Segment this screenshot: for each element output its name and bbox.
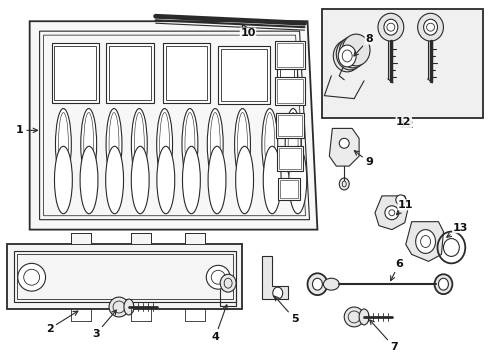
Ellipse shape bbox=[307, 273, 326, 295]
Text: 8: 8 bbox=[353, 34, 372, 56]
Bar bbox=[71, 233, 91, 244]
Polygon shape bbox=[325, 96, 356, 111]
Polygon shape bbox=[276, 146, 302, 171]
Polygon shape bbox=[218, 46, 269, 104]
Text: 4: 4 bbox=[211, 305, 227, 342]
Ellipse shape bbox=[423, 19, 437, 35]
Text: 12: 12 bbox=[398, 121, 414, 130]
Ellipse shape bbox=[262, 109, 277, 180]
Ellipse shape bbox=[438, 278, 447, 290]
Bar bbox=[131, 233, 150, 244]
Ellipse shape bbox=[344, 307, 364, 327]
Ellipse shape bbox=[395, 195, 405, 205]
Text: 2: 2 bbox=[45, 311, 78, 334]
Text: 3: 3 bbox=[92, 310, 116, 339]
Ellipse shape bbox=[272, 287, 282, 299]
Bar bbox=[322, 9, 482, 118]
Text: 6: 6 bbox=[390, 259, 402, 280]
Polygon shape bbox=[262, 256, 287, 299]
Polygon shape bbox=[276, 49, 296, 104]
Ellipse shape bbox=[220, 274, 236, 292]
Ellipse shape bbox=[156, 109, 172, 180]
Text: 10: 10 bbox=[240, 24, 255, 38]
Ellipse shape bbox=[182, 146, 200, 214]
Ellipse shape bbox=[443, 239, 458, 256]
Ellipse shape bbox=[207, 109, 223, 180]
Ellipse shape bbox=[131, 146, 149, 214]
Ellipse shape bbox=[377, 13, 403, 41]
Text: 7: 7 bbox=[369, 320, 397, 352]
Ellipse shape bbox=[182, 109, 198, 180]
Ellipse shape bbox=[339, 138, 348, 148]
Ellipse shape bbox=[157, 146, 174, 214]
Ellipse shape bbox=[339, 36, 366, 68]
Ellipse shape bbox=[434, 274, 451, 294]
Text: 5: 5 bbox=[274, 296, 298, 324]
Ellipse shape bbox=[208, 146, 225, 214]
Ellipse shape bbox=[340, 54, 353, 68]
Polygon shape bbox=[7, 244, 242, 309]
Ellipse shape bbox=[109, 297, 129, 317]
Polygon shape bbox=[106, 43, 153, 103]
Ellipse shape bbox=[235, 146, 253, 214]
Ellipse shape bbox=[323, 278, 339, 290]
Text: 1: 1 bbox=[16, 125, 38, 135]
Polygon shape bbox=[163, 43, 210, 103]
Polygon shape bbox=[274, 77, 304, 105]
Ellipse shape bbox=[333, 40, 360, 72]
Text: 12: 12 bbox=[395, 117, 411, 127]
Ellipse shape bbox=[288, 146, 306, 214]
Ellipse shape bbox=[336, 38, 364, 70]
Ellipse shape bbox=[55, 109, 71, 180]
Ellipse shape bbox=[415, 230, 435, 253]
Ellipse shape bbox=[206, 265, 230, 289]
Ellipse shape bbox=[123, 299, 134, 315]
Ellipse shape bbox=[285, 109, 301, 180]
Ellipse shape bbox=[131, 109, 147, 180]
Polygon shape bbox=[405, 222, 443, 261]
Text: 9: 9 bbox=[354, 151, 372, 167]
Ellipse shape bbox=[342, 34, 369, 66]
Ellipse shape bbox=[80, 146, 98, 214]
Polygon shape bbox=[328, 129, 358, 166]
Ellipse shape bbox=[106, 109, 122, 180]
Ellipse shape bbox=[263, 146, 281, 214]
Ellipse shape bbox=[312, 278, 322, 290]
Ellipse shape bbox=[339, 178, 348, 190]
Ellipse shape bbox=[18, 264, 45, 291]
Text: 11: 11 bbox=[396, 200, 413, 215]
Ellipse shape bbox=[358, 309, 368, 325]
Polygon shape bbox=[331, 43, 364, 81]
Polygon shape bbox=[274, 41, 304, 69]
Polygon shape bbox=[374, 196, 408, 230]
Text: 13: 13 bbox=[446, 222, 467, 237]
Polygon shape bbox=[275, 113, 303, 138]
Ellipse shape bbox=[105, 146, 123, 214]
Ellipse shape bbox=[338, 45, 355, 67]
Polygon shape bbox=[30, 21, 317, 230]
Ellipse shape bbox=[54, 146, 72, 214]
Ellipse shape bbox=[384, 206, 398, 220]
Ellipse shape bbox=[417, 13, 443, 41]
Ellipse shape bbox=[383, 19, 397, 35]
Ellipse shape bbox=[234, 109, 250, 180]
Bar bbox=[185, 233, 205, 244]
Ellipse shape bbox=[81, 109, 97, 180]
Polygon shape bbox=[277, 178, 299, 200]
Polygon shape bbox=[51, 43, 99, 103]
